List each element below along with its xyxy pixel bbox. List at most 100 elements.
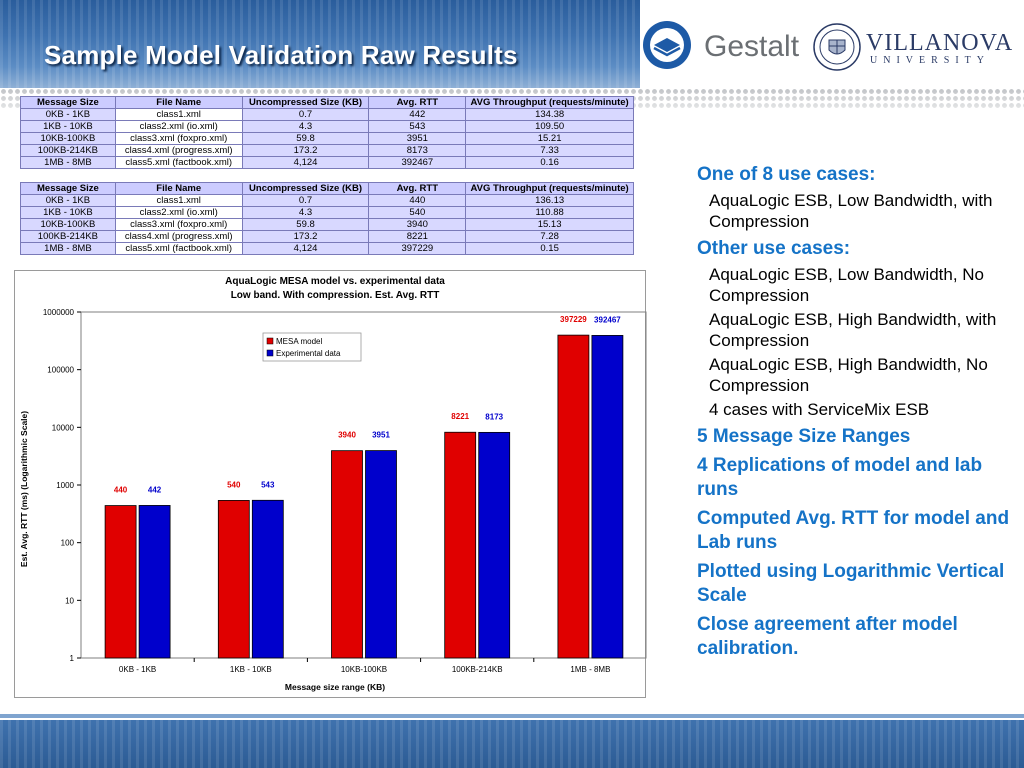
bullet-item: 4 Replications of model and lab runs <box>697 455 983 500</box>
table-row: 10KB-100KB class3.xml (foxpro.xml) 59.8 395… <box>20 132 634 145</box>
table-header-cell: AVG Throughput (requests/minute) <box>465 182 634 195</box>
bar <box>365 450 397 659</box>
table-cell: 7.33 <box>465 144 634 157</box>
x-tick-label: 100KB-214KB <box>452 665 503 674</box>
sub-bullet-item: AquaLogic ESB, High Bandwidth, with Comp… <box>709 310 997 350</box>
table-cell: 3940 <box>368 218 467 231</box>
sub-bullet-item: AquaLogic ESB, Low Bandwidth, No Compres… <box>709 265 985 305</box>
bullet-list: One of 8 use cases: AquaLogic ESB, Low Ba… <box>697 158 1017 661</box>
table-row: 0KB - 1KB class1.xml 0.7 440 136.13 <box>20 194 634 207</box>
bar-value-label: 3940 <box>338 431 356 440</box>
villanova-logo-text: VILLANOVA <box>866 30 1014 56</box>
table-header-cell: Message Size <box>20 182 116 195</box>
x-tick-label: 10KB-100KB <box>341 665 387 674</box>
table-cell: 59.8 <box>241 132 370 145</box>
footer-divider <box>0 714 1024 718</box>
table-cell: 110.88 <box>465 206 634 219</box>
table-cell: class4.xml (progress.xml) <box>114 230 243 243</box>
bullet-item: Close agreement after model calibration. <box>697 614 958 659</box>
rtt-chart-svg: AquaLogic MESA model vs. experimental da… <box>19 276 647 692</box>
table-row: 1KB - 10KB class2.xml (io.xml) 4.3 540 110.8… <box>20 206 634 219</box>
table-header-cell: File Name <box>114 96 243 109</box>
legend-box <box>262 332 362 362</box>
table-cell: 0.16 <box>465 156 634 169</box>
x-axis-title: Message size range (KB) <box>285 682 385 692</box>
bar-value-label: 8173 <box>485 412 503 421</box>
table-cell: 8221 <box>368 230 467 243</box>
table-cell: class5.xml (factbook.xml) <box>114 242 243 255</box>
villanova-logo-subtext: UNIVERSITY <box>870 55 990 66</box>
bullet-item: Plotted using Logarithmic Vertical Scale <box>697 561 1005 606</box>
slide-title: Sample Model Validation Raw Results <box>44 40 518 70</box>
table-header-cell: Avg. RTT <box>368 96 467 109</box>
sub-bullet-item: 4 cases with ServiceMix ESB <box>709 400 930 419</box>
y-tick-label: 1 <box>70 654 75 663</box>
header-band: Sample Model Validation Raw Results <box>0 0 640 88</box>
bar <box>591 335 624 659</box>
table-header-cell: Uncompressed Size (KB) <box>241 96 370 109</box>
table-cell: 540 <box>368 206 467 219</box>
y-axis-title: Est. Avg. RTT (ms) (Logarithmic Scale) <box>19 411 29 567</box>
x-tick-label: 1KB - 10KB <box>230 665 272 674</box>
table-body: 0KB - 1KB class1.xml 0.7 442 134.38 1KB - 10K… <box>20 108 634 169</box>
table-cell: class2.xml (io.xml) <box>114 120 243 133</box>
footer-band <box>0 720 1024 768</box>
table-header-row: Message Size File Name Uncompressed Size… <box>20 182 634 195</box>
sub-bullet-item: AquaLogic ESB, High Bandwidth, No Compre… <box>709 355 988 395</box>
table-row: 100KB-214KB class4.xml (progress.xml) 173.… <box>20 230 634 243</box>
bar-value-label: 440 <box>114 486 128 495</box>
table-cell: 1KB - 10KB <box>20 120 116 133</box>
table-cell: 4,124 <box>241 242 370 255</box>
bullet-item: Computed Avg. RTT for model and Lab runs <box>697 508 1010 553</box>
table-header-cell: Uncompressed Size (KB) <box>241 182 370 195</box>
table-cell: 0.7 <box>241 108 370 121</box>
table-cell: 15.21 <box>465 132 634 145</box>
table-header-cell: AVG Throughput (requests/minute) <box>465 96 634 109</box>
gestalt-logo-icon <box>643 21 691 69</box>
table-cell: 15.13 <box>465 218 634 231</box>
bar-value-label: 540 <box>227 480 241 489</box>
chart-legend: MESA model Experimental data <box>262 332 362 362</box>
table-cell: 4.3 <box>241 206 370 219</box>
plot-area: 1 10 100 1000 10000 100000 1000000 0KB - 1KB 440… <box>43 308 647 674</box>
table-cell: 136.13 <box>465 194 634 207</box>
table-cell: class5.xml (factbook.xml) <box>114 156 243 169</box>
table-cell: 1KB - 10KB <box>20 206 116 219</box>
table-header-cell: Avg. RTT <box>368 182 467 195</box>
bar <box>104 505 137 659</box>
table-row: 1MB - 8MB class5.xml (factbook.xml) 4,124 3… <box>20 156 634 169</box>
y-tick-label: 10000 <box>52 423 75 432</box>
table-cell: 4,124 <box>241 156 370 169</box>
table-cell: 0KB - 1KB <box>20 194 116 207</box>
y-tick-label: 100 <box>61 539 75 548</box>
table-cell: 100KB-214KB <box>20 144 116 157</box>
table-body: 0KB - 1KB class1.xml 0.7 440 136.13 1KB - 10K… <box>20 194 634 255</box>
bar-value-label: 397229 <box>560 315 587 324</box>
table-cell: 1MB - 8MB <box>20 242 116 255</box>
table-cell: 440 <box>368 194 467 207</box>
y-tick-label: 10 <box>65 596 74 605</box>
table-cell: 3951 <box>368 132 467 145</box>
legend-label: MESA model <box>276 337 322 346</box>
table-cell: 0KB - 1KB <box>20 108 116 121</box>
chart-subtitle: Low band. With compression. Est. Avg. RT… <box>231 290 440 301</box>
table-cell: 543 <box>368 120 467 133</box>
bar <box>251 499 284 659</box>
table-cell: 0.7 <box>241 194 370 207</box>
table-cell: 59.8 <box>241 218 370 231</box>
bullet-item: 5 Message Size Ranges <box>697 426 911 447</box>
table-cell: 442 <box>368 108 467 121</box>
table-row: 100KB-214KB class4.xml (progress.xml) 173.… <box>20 144 634 157</box>
bar-value-label: 392467 <box>594 315 621 324</box>
bar <box>557 334 590 659</box>
villanova-seal-icon <box>813 23 861 71</box>
legend-label: Experimental data <box>276 349 341 358</box>
table-row: 1KB - 10KB class2.xml (io.xml) 4.3 543 109.5… <box>20 120 634 133</box>
table-header-cell: File Name <box>114 182 243 195</box>
table-cell: 0.15 <box>465 242 634 255</box>
bar <box>138 505 171 659</box>
table-cell: 397229 <box>368 242 467 255</box>
bar-value-label: 8221 <box>451 412 469 421</box>
y-tick-label: 1000 <box>56 481 74 490</box>
x-tick-label: 1MB - 8MB <box>570 665 610 674</box>
